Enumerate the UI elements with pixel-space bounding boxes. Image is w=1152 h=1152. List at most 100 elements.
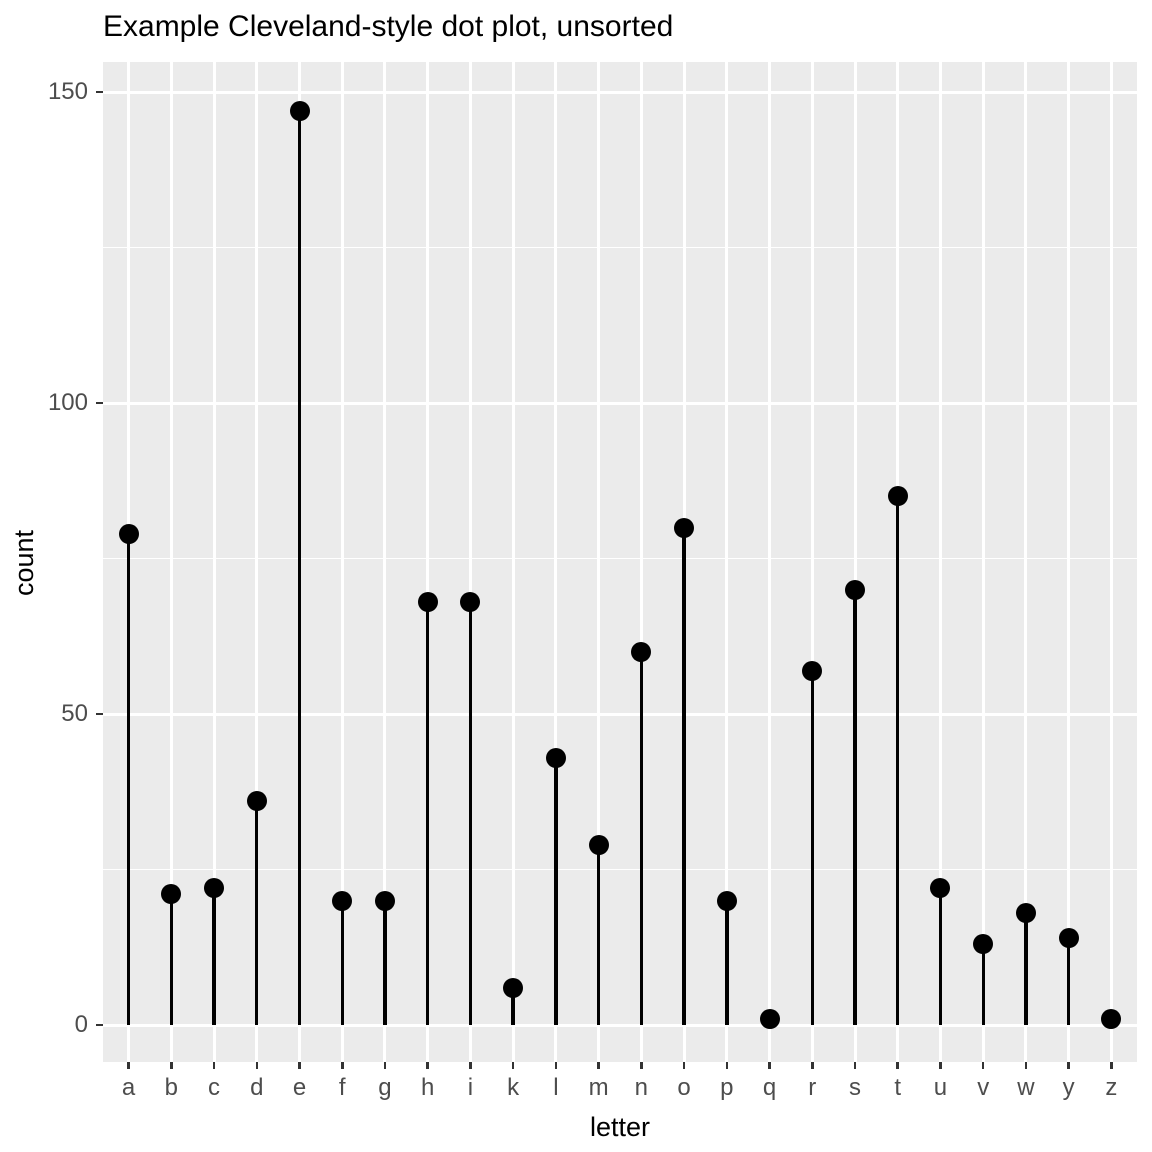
x-axis-tick bbox=[341, 1062, 344, 1069]
x-axis-tick bbox=[682, 1062, 686, 1069]
x-tick-label: p bbox=[720, 1074, 734, 1101]
x-tick-label: h bbox=[421, 1074, 435, 1101]
x-tick-label: y bbox=[1062, 1074, 1075, 1101]
data-point bbox=[460, 592, 481, 613]
y-tick-label: 150 bbox=[47, 78, 88, 106]
lollipop-stem bbox=[810, 670, 814, 1025]
x-axis-tick bbox=[511, 1062, 515, 1069]
x-tick-label: f bbox=[338, 1074, 346, 1101]
data-point bbox=[503, 977, 524, 998]
x-axis-tick bbox=[298, 1062, 301, 1069]
gridline-horizontal-major bbox=[103, 90, 1137, 94]
y-axis-tick bbox=[96, 1023, 103, 1027]
data-point bbox=[545, 747, 566, 768]
lollipop-stem bbox=[383, 900, 387, 1025]
data-point bbox=[204, 878, 225, 899]
x-axis-tick bbox=[212, 1062, 216, 1069]
x-tick-label: o bbox=[677, 1074, 691, 1101]
x-axis-tick bbox=[1067, 1062, 1070, 1069]
x-tick-label: w bbox=[1017, 1074, 1035, 1101]
gridline-vertical bbox=[810, 62, 814, 1062]
lollipop-stem bbox=[297, 110, 302, 1025]
y-tick-label: 50 bbox=[61, 700, 88, 728]
lollipop-stem bbox=[1066, 937, 1071, 1025]
x-axis-tick bbox=[896, 1062, 899, 1069]
data-point bbox=[759, 1008, 780, 1029]
x-tick-label: g bbox=[378, 1074, 392, 1101]
x-axis-tick bbox=[939, 1062, 942, 1069]
y-tick-label: 0 bbox=[74, 1011, 88, 1038]
x-axis-tick bbox=[725, 1062, 729, 1069]
x-axis-tick bbox=[383, 1062, 387, 1069]
data-point bbox=[118, 523, 139, 544]
y-tick-label: 100 bbox=[47, 389, 88, 417]
gridline-vertical bbox=[554, 62, 558, 1062]
x-tick-label: s bbox=[849, 1074, 862, 1101]
gridline-vertical bbox=[725, 62, 729, 1062]
x-tick-label: z bbox=[1105, 1074, 1118, 1101]
y-axis-tick bbox=[96, 90, 103, 94]
lollipop-stem bbox=[596, 844, 601, 1025]
x-axis-tick bbox=[426, 1062, 429, 1069]
gridline-horizontal-major bbox=[103, 712, 1137, 716]
plot-panel bbox=[103, 62, 1137, 1062]
x-tick-label: v bbox=[977, 1074, 990, 1101]
data-point bbox=[845, 579, 866, 600]
x-axis-tick bbox=[597, 1062, 600, 1069]
data-point bbox=[1015, 903, 1036, 924]
data-point bbox=[1058, 927, 1079, 948]
gridline-vertical bbox=[383, 62, 387, 1062]
gridline-vertical bbox=[1024, 62, 1028, 1062]
lollipop-stem bbox=[682, 527, 686, 1025]
gridline-vertical bbox=[340, 62, 344, 1062]
data-point bbox=[930, 878, 951, 899]
gridline-horizontal-minor bbox=[103, 246, 1137, 249]
x-axis-tick bbox=[640, 1062, 643, 1069]
data-point bbox=[716, 890, 737, 911]
data-point bbox=[802, 660, 823, 681]
gridline-vertical bbox=[212, 62, 216, 1062]
gridline-horizontal-minor bbox=[103, 868, 1137, 871]
lollipop-stem bbox=[725, 900, 729, 1025]
lollipop-stem bbox=[554, 757, 558, 1025]
gridline-vertical bbox=[639, 62, 643, 1062]
gridline-vertical bbox=[468, 62, 472, 1062]
x-tick-label: a bbox=[121, 1074, 136, 1101]
x-axis-tick bbox=[554, 1062, 558, 1069]
lollipop-stem bbox=[896, 496, 900, 1025]
x-axis-tick bbox=[1110, 1062, 1113, 1069]
gridline-vertical bbox=[426, 62, 430, 1062]
chart-title: Example Cleveland-style dot plot, unsort… bbox=[103, 10, 674, 43]
x-axis-tick bbox=[1024, 1062, 1028, 1069]
data-point bbox=[588, 834, 609, 855]
gridline-horizontal-major bbox=[103, 1023, 1137, 1027]
lollipop-stem bbox=[426, 602, 430, 1025]
data-point bbox=[887, 486, 908, 507]
y-axis-title: count bbox=[9, 529, 39, 597]
gridline-vertical bbox=[981, 62, 985, 1062]
x-tick-label: i bbox=[467, 1074, 474, 1101]
gridline-vertical bbox=[1067, 62, 1071, 1062]
gridline-horizontal-minor bbox=[103, 557, 1137, 560]
lollipop-stem bbox=[511, 987, 515, 1025]
x-tick-label: d bbox=[250, 1074, 264, 1101]
lollipop-stem bbox=[981, 944, 985, 1025]
x-axis-tick bbox=[469, 1062, 472, 1069]
x-axis-title: letter bbox=[589, 1112, 651, 1142]
data-point bbox=[1101, 1008, 1122, 1029]
gridline-vertical bbox=[1109, 62, 1113, 1062]
x-tick-label: r bbox=[808, 1074, 817, 1101]
x-axis-tick bbox=[255, 1062, 259, 1069]
lollipop-stem bbox=[255, 801, 259, 1025]
data-point bbox=[161, 884, 182, 905]
data-point bbox=[374, 890, 395, 911]
gridline-horizontal-major bbox=[103, 401, 1137, 405]
lollipop-stem bbox=[938, 888, 943, 1025]
x-tick-label: m bbox=[588, 1074, 609, 1101]
gridline-vertical bbox=[255, 62, 259, 1062]
x-tick-label: t bbox=[894, 1074, 902, 1101]
x-tick-label: l bbox=[553, 1074, 559, 1101]
lollipop-stem bbox=[126, 533, 131, 1025]
x-axis-tick bbox=[853, 1062, 857, 1069]
